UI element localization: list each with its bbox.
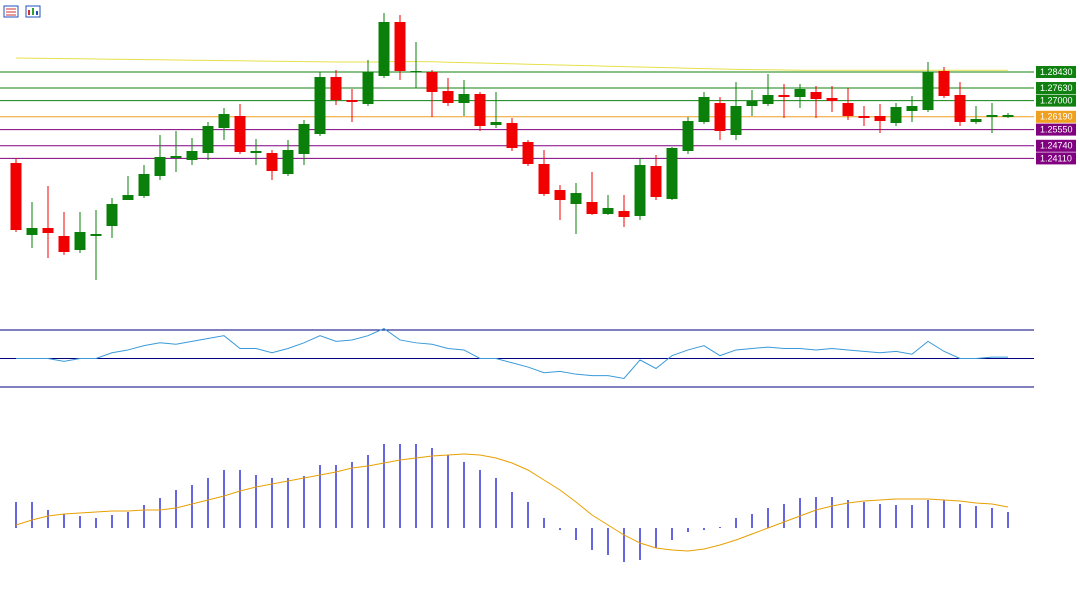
price-label-box (1036, 94, 1076, 107)
price-label: 1.24740 (1040, 141, 1073, 151)
moving-average (15, 57, 1008, 71)
toolbar-icon[interactable] (25, 5, 41, 18)
candle-body (522, 142, 534, 164)
candle-body (586, 202, 598, 214)
candle-body (826, 98, 838, 101)
candle-body (442, 91, 454, 103)
candle-body (682, 121, 694, 151)
candle-body (362, 72, 374, 104)
candle-body (138, 174, 150, 196)
price-label: 1.24110 (1040, 153, 1072, 163)
candle-body (394, 22, 406, 71)
candle-body (314, 77, 326, 134)
candle-body (970, 119, 982, 122)
price-label-box (1036, 66, 1076, 78)
candle-body (810, 92, 822, 99)
candle-body (154, 157, 166, 176)
price-label: 1.27000 (1040, 95, 1073, 105)
candle-body (10, 163, 22, 230)
candle-body (858, 116, 870, 118)
candle-body (746, 101, 758, 106)
candle-body (794, 89, 806, 97)
candle-body (890, 107, 902, 123)
candle-body (922, 72, 934, 110)
candle-body (218, 114, 230, 128)
price-label-box (1036, 110, 1076, 123)
candle-body (282, 150, 294, 174)
candle-body (1002, 115, 1014, 117)
candle-body (58, 236, 70, 252)
candle-body (26, 228, 38, 235)
price-label-box (1036, 139, 1076, 152)
candle-body (714, 103, 726, 131)
candle-body (410, 71, 422, 73)
candle-body (106, 204, 118, 226)
candle-body (234, 116, 246, 152)
candle-body (618, 211, 630, 217)
candle-body (698, 97, 710, 122)
candle-body (938, 71, 950, 96)
candle-body (42, 228, 54, 233)
candle-body (74, 232, 86, 250)
candle-body (874, 116, 886, 121)
candle-body (506, 123, 518, 148)
price-label: 1.26190 (1040, 112, 1073, 122)
candle-body (250, 151, 262, 153)
price-label-box (1036, 82, 1076, 94)
candle-body (570, 193, 582, 204)
price-label-box (1036, 152, 1076, 165)
signal-line (15, 453, 1009, 552)
toolbar-icon[interactable] (3, 5, 19, 18)
candle-body (330, 77, 342, 100)
indicator-line (16, 327, 1008, 380)
candle-body (170, 156, 182, 158)
candle-body (634, 165, 646, 216)
price-label: 1.28430 (1040, 67, 1073, 77)
candle-body (490, 122, 502, 125)
candle-body (666, 148, 678, 199)
candle-body (458, 94, 470, 103)
price-label: 1.25550 (1040, 124, 1073, 134)
candle-body (730, 106, 742, 135)
candle-body (474, 94, 486, 126)
candle-body (378, 22, 390, 76)
candle-body (298, 124, 310, 154)
candle-body (954, 95, 966, 122)
candle-body (778, 95, 790, 97)
candle-body (266, 153, 278, 171)
candle-body (90, 234, 102, 236)
candle-body (762, 95, 774, 104)
price-label: 1.27630 (1040, 83, 1073, 93)
candle-body (122, 195, 134, 200)
price-label-box (1036, 123, 1076, 136)
candle-body (554, 190, 566, 200)
candle-body (202, 126, 214, 153)
candle-body (650, 166, 662, 197)
candle-body (986, 115, 998, 117)
candle-body (842, 103, 854, 116)
candle-body (426, 72, 438, 92)
candle-body (906, 106, 918, 111)
candle-body (602, 208, 614, 214)
candle-body (186, 151, 198, 160)
candle-body (346, 100, 358, 102)
candle-body (538, 164, 550, 194)
